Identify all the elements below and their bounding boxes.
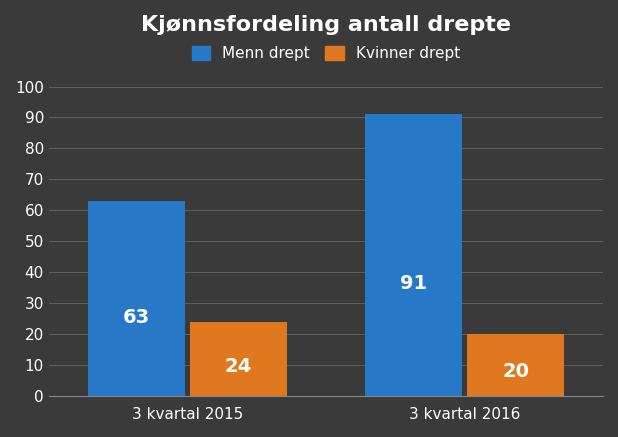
Title: Kjønnsfordeling antall drepte: Kjønnsfordeling antall drepte (141, 15, 511, 35)
Bar (88, 201, 185, 396)
Bar (190, 322, 287, 396)
Bar (467, 334, 564, 396)
Text: 63: 63 (122, 309, 150, 327)
Text: 20: 20 (502, 362, 529, 381)
Text: 24: 24 (225, 357, 252, 376)
Text: 91: 91 (400, 274, 426, 293)
Bar (365, 114, 462, 396)
Legend: Menn drept, Kvinner drept: Menn drept, Kvinner drept (184, 38, 468, 69)
